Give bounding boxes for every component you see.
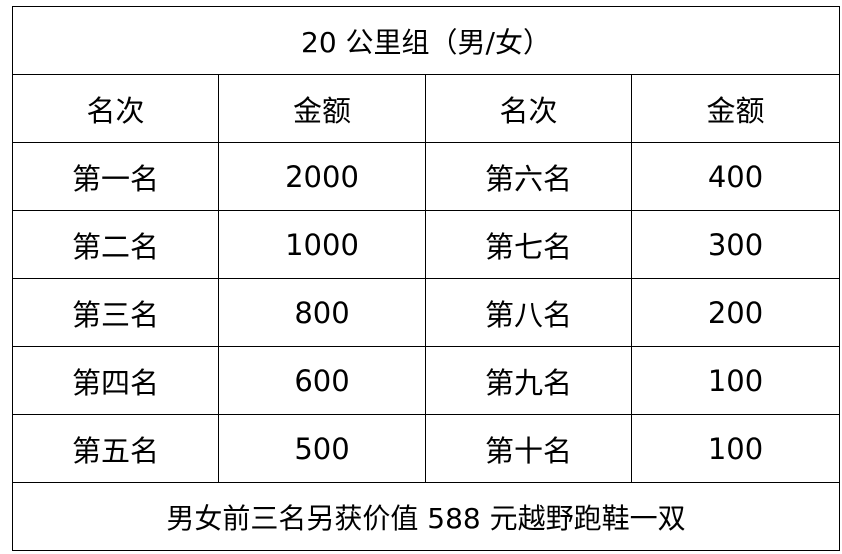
amount-cell: 400 [630, 142, 841, 211]
amount-cell: 100 [630, 414, 841, 483]
amount-cell: 600 [218, 346, 426, 415]
table-title: 20 公里组（男/女） [11, 6, 841, 75]
footer-row: 男女前三名另获价值 588 元越野跑鞋一双 [11, 482, 841, 551]
amount-cell: 500 [218, 414, 426, 483]
rank-cell: 第二名 [12, 210, 219, 279]
rank-cell: 第十名 [425, 414, 632, 483]
amount-cell: 2000 [218, 142, 426, 211]
rank-cell: 第七名 [425, 210, 632, 279]
prize-table: 20 公里组（男/女） 名次 金额 名次 金额 第一名 2000 第六名 400… [11, 6, 841, 551]
table-row: 第一名 2000 第六名 400 [12, 142, 841, 211]
rank-cell: 第三名 [12, 278, 219, 347]
rank-cell: 第五名 [12, 414, 219, 483]
header-rank: 名次 [425, 74, 632, 143]
header-amount: 金额 [218, 74, 426, 143]
rank-cell: 第四名 [12, 346, 219, 415]
header-rank: 名次 [12, 74, 219, 143]
amount-cell: 200 [630, 278, 841, 347]
rank-cell: 第九名 [425, 346, 632, 415]
rank-cell: 第一名 [12, 142, 219, 211]
header-row: 名次 金额 名次 金额 [12, 74, 841, 143]
rank-cell: 第六名 [425, 142, 632, 211]
table-row: 第四名 600 第九名 100 [12, 346, 841, 415]
amount-cell: 100 [630, 346, 841, 415]
table-row: 第三名 800 第八名 200 [12, 278, 841, 347]
footer-note: 男女前三名另获价值 588 元越野跑鞋一双 [11, 482, 841, 551]
rank-cell: 第八名 [425, 278, 632, 347]
header-amount: 金额 [630, 74, 841, 143]
amount-cell: 800 [218, 278, 426, 347]
amount-cell: 300 [630, 210, 841, 279]
table-row: 第五名 500 第十名 100 [12, 414, 841, 483]
table-row: 第二名 1000 第七名 300 [12, 210, 841, 279]
amount-cell: 1000 [218, 210, 426, 279]
title-row: 20 公里组（男/女） [11, 6, 841, 75]
